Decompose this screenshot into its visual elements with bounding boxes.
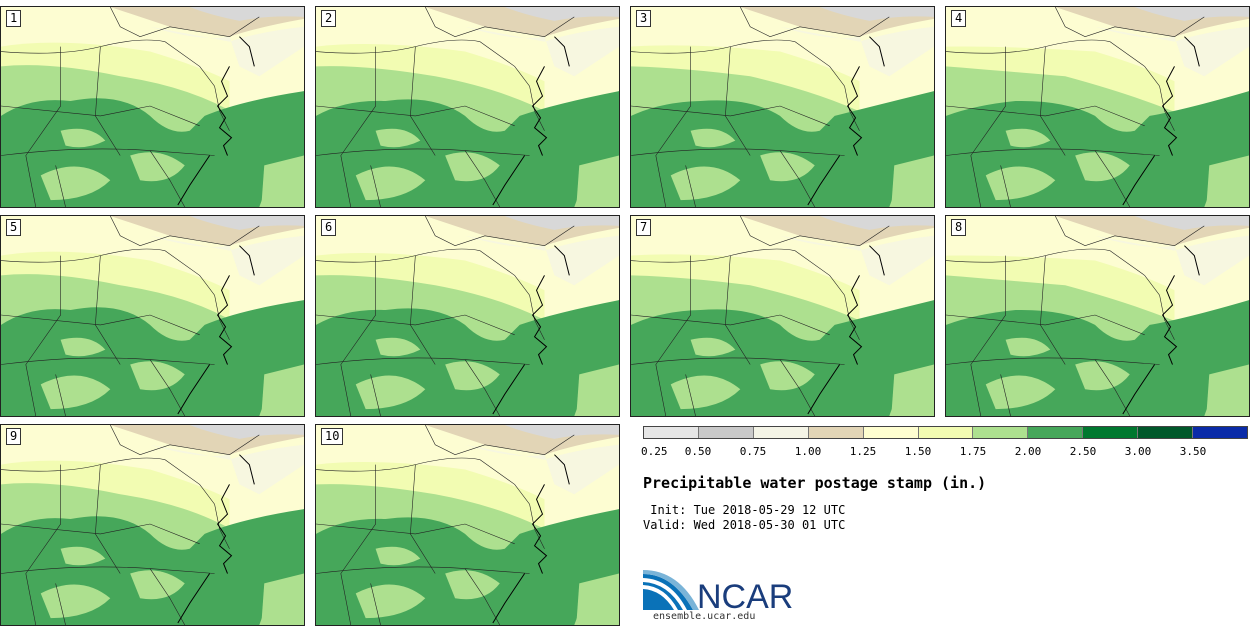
member-number: 8 <box>951 219 967 236</box>
colorbar-tick-label: 0.75 <box>739 445 767 458</box>
valid-time: Valid: Wed 2018-05-30 01 UTC <box>643 518 846 532</box>
colorbar <box>643 426 1248 439</box>
colorbar-tick-label: 0.25 <box>641 445 668 458</box>
colorbar-tick-label: 3.00 <box>1124 445 1152 458</box>
member-number: 6 <box>321 219 337 236</box>
ncar-logo-text: NCAR <box>697 578 793 614</box>
map-panel-1: 1 <box>0 6 305 208</box>
colorbar-segment <box>1138 427 1194 438</box>
colorbar-segment <box>1028 427 1084 438</box>
member-number: 4 <box>951 10 967 27</box>
chart-title: Precipitable water postage stamp (in.) <box>643 474 987 492</box>
map-panel-2: 2 <box>315 6 620 208</box>
colorbar-ticks: 0.25 0.50 0.75 1.00 1.25 1.50 1.75 2.00 2.50 3.00… <box>641 445 1248 459</box>
colorbar-tick-label: 2.00 <box>1014 445 1042 458</box>
colorbar-tick-label: 1.25 <box>849 445 877 458</box>
map-panel-7: 7 <box>630 215 935 417</box>
colorbar-segment <box>918 427 974 438</box>
member-number: 5 <box>6 219 22 236</box>
member-number: 2 <box>321 10 337 27</box>
member-number: 1 <box>6 10 22 27</box>
map-panel-6: 6 <box>315 215 620 417</box>
colorbar-segment <box>1083 427 1139 438</box>
member-number: 7 <box>636 219 652 236</box>
colorbar-segment <box>698 427 754 438</box>
init-time: Init: Tue 2018-05-29 12 UTC <box>643 503 846 517</box>
colorbar-tick-label: 2.50 <box>1069 445 1097 458</box>
colorbar-tick-label: 1.50 <box>904 445 932 458</box>
map-panel-3: 3 <box>630 6 935 208</box>
time-info: Init: Tue 2018-05-29 12 UTC Valid: Wed 20… <box>643 503 845 533</box>
ncar-swoosh-icon <box>643 570 699 610</box>
logo-url: ensemble.ucar.edu <box>653 611 756 622</box>
colorbar-segment <box>973 427 1029 438</box>
map-panel-10: 10 <box>315 424 620 626</box>
colorbar-tick-label: 1.75 <box>959 445 987 458</box>
colorbar-tick-label: 0.50 <box>684 445 712 458</box>
colorbar-tick-label: 1.00 <box>794 445 822 458</box>
map-panel-5: 5 <box>0 215 305 417</box>
colorbar-segment <box>1193 427 1247 438</box>
map-panel-9: 9 <box>0 424 305 626</box>
colorbar-segment <box>644 427 699 438</box>
ncar-logo: NCAR <box>643 570 793 614</box>
colorbar-segment <box>753 427 809 438</box>
colorbar-segment <box>863 427 919 438</box>
member-number: 9 <box>6 428 22 445</box>
member-number: 3 <box>636 10 652 27</box>
colorbar-tick-label: 3.50 <box>1179 445 1207 458</box>
member-number: 10 <box>321 428 344 445</box>
colorbar-segment <box>808 427 864 438</box>
map-panel-4: 4 <box>945 6 1250 208</box>
map-panel-8: 8 <box>945 215 1250 417</box>
